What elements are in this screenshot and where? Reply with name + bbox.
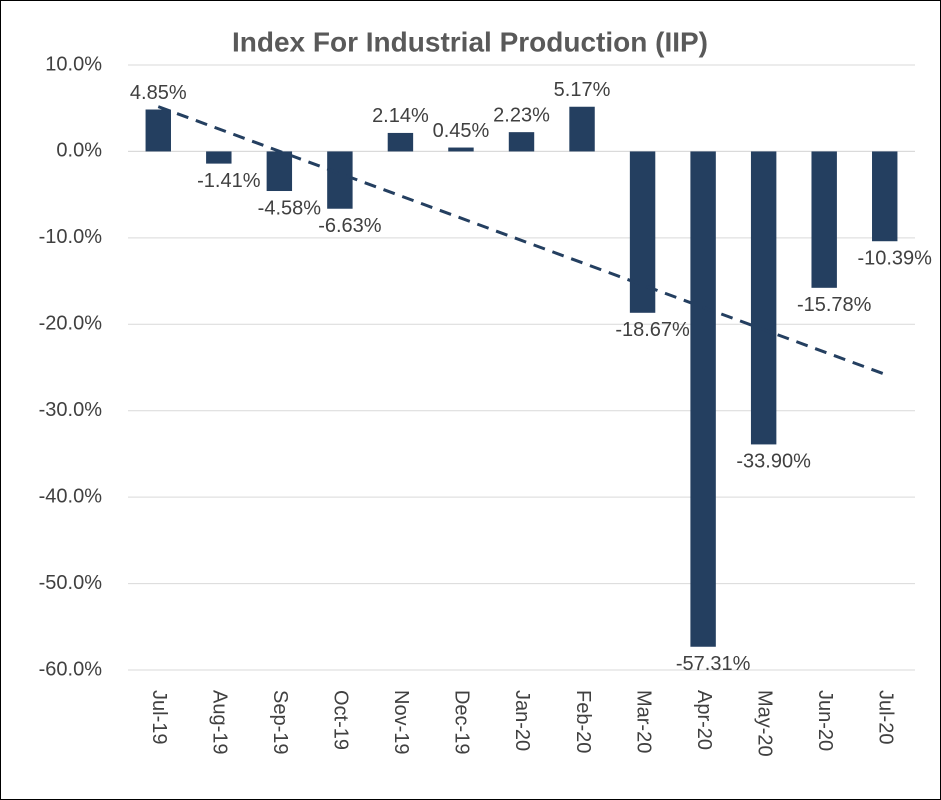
data-label: -33.90% [736,451,811,473]
bar [387,132,414,152]
data-label: -10.39% [857,248,932,270]
data-label: -6.63% [318,215,382,237]
data-label: -15.78% [797,294,872,316]
y-tick-label: -60.0% [39,658,103,680]
y-tick-label: -50.0% [39,572,103,594]
x-tick-label: Sep-19 [269,690,291,755]
bar [206,151,232,164]
data-label: -4.58% [258,197,322,219]
y-tick-label: -10.0% [39,226,103,248]
bar [690,151,716,647]
x-tick-label: Feb-20 [572,690,594,753]
y-tick-label: 0.0% [56,140,102,162]
bar [872,151,898,242]
x-tick-label: Aug-19 [209,690,231,755]
bar [569,106,595,152]
y-tick-label: -40.0% [39,485,103,507]
data-label: -1.41% [197,170,261,192]
data-label: -57.31% [676,653,751,675]
y-tick-label: 10.0% [45,53,102,75]
x-tick-label: Jul-19 [148,690,170,744]
x-tick-label: Nov-19 [390,690,412,754]
bar [448,147,474,152]
x-tick-label: Jan-20 [511,690,533,751]
bar [750,151,777,445]
trendline [157,105,886,376]
data-label: -18.67% [615,319,690,341]
y-tick-label: -30.0% [39,399,103,421]
bar [811,151,837,288]
bar [508,132,535,152]
x-tick-label: Oct-19 [330,690,352,750]
x-tick-label: Jul-20 [874,690,896,744]
bar [145,109,171,152]
data-label: 4.85% [130,82,187,104]
x-tick-label: Jun-20 [814,690,836,751]
bar [327,151,353,209]
data-label: 0.45% [433,120,490,142]
data-label: 2.14% [372,105,429,127]
data-label: 5.17% [554,79,611,101]
y-tick-label: -20.0% [39,313,103,335]
data-label: 2.23% [493,104,550,126]
x-tick-label: Apr-20 [693,690,715,750]
chart-title: Index For Industrial Production (IIP) [232,26,708,57]
x-tick-label: May-20 [753,690,775,757]
x-tick-label: Mar-20 [632,690,654,753]
bar [266,151,293,192]
bar [629,151,656,313]
x-tick-label: Dec-19 [451,690,473,754]
